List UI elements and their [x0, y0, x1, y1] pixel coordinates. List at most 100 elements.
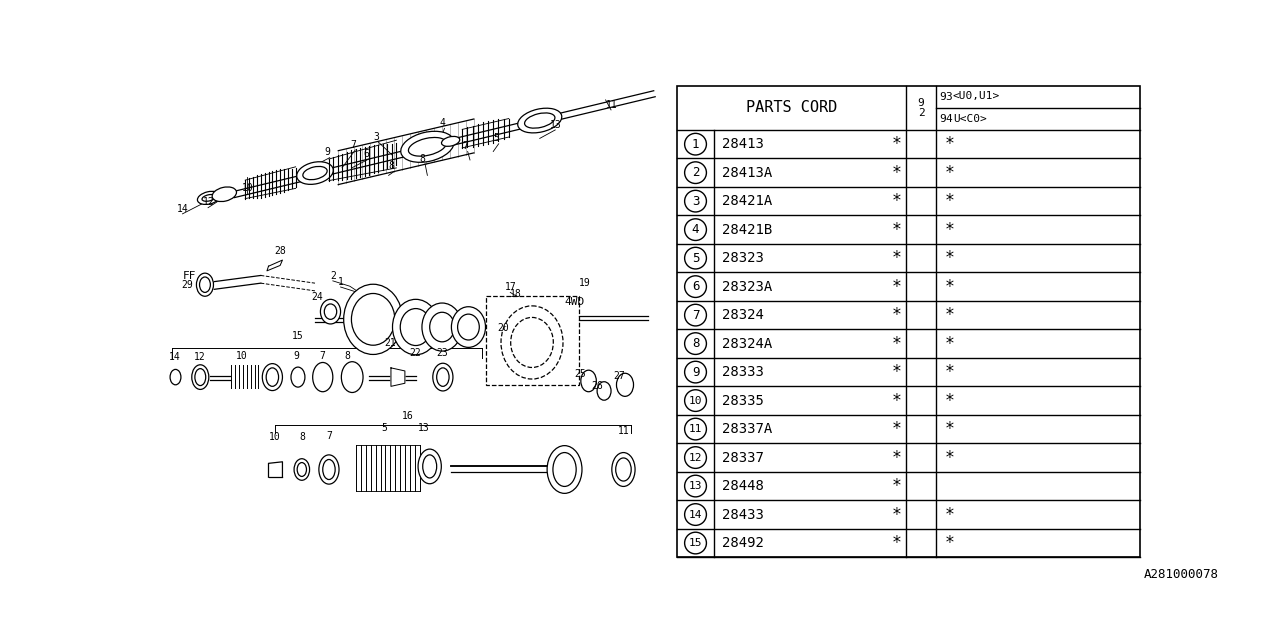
Ellipse shape [433, 364, 453, 391]
Text: 21: 21 [385, 339, 397, 348]
Text: *: * [892, 164, 902, 182]
Text: 23: 23 [436, 348, 448, 358]
Circle shape [685, 504, 707, 525]
Text: 14: 14 [689, 509, 703, 520]
Text: 28492: 28492 [722, 536, 764, 550]
Text: 9: 9 [938, 92, 946, 102]
Ellipse shape [291, 367, 305, 387]
Text: 28433: 28433 [722, 508, 764, 522]
Text: A281000078: A281000078 [1143, 568, 1219, 581]
Ellipse shape [266, 368, 279, 387]
Text: *: * [892, 135, 902, 153]
Circle shape [685, 190, 707, 212]
Text: 14: 14 [169, 352, 180, 362]
Text: 12: 12 [689, 452, 703, 463]
Ellipse shape [196, 273, 214, 296]
Ellipse shape [525, 113, 556, 128]
Ellipse shape [393, 300, 439, 355]
Text: 1: 1 [691, 138, 699, 150]
Circle shape [685, 390, 707, 412]
Text: 8: 8 [389, 161, 394, 171]
Text: 7: 7 [349, 140, 356, 150]
Text: *: * [945, 135, 955, 153]
Text: *: * [945, 363, 955, 381]
Text: *: * [945, 534, 955, 552]
Ellipse shape [323, 460, 335, 479]
Text: 27: 27 [613, 371, 625, 381]
Text: 2: 2 [691, 166, 699, 179]
Text: PARTS CORD: PARTS CORD [746, 100, 837, 115]
Text: *: * [892, 449, 902, 467]
Ellipse shape [616, 458, 631, 481]
Circle shape [685, 419, 707, 440]
Ellipse shape [195, 369, 206, 385]
Ellipse shape [170, 369, 180, 385]
Text: 28324A: 28324A [722, 337, 772, 351]
Ellipse shape [297, 162, 333, 184]
Text: *: * [945, 335, 955, 353]
Text: 17: 17 [504, 282, 517, 292]
Text: 13: 13 [550, 120, 562, 130]
Ellipse shape [312, 362, 333, 392]
Text: *: * [945, 449, 955, 467]
Text: 12: 12 [202, 197, 214, 207]
Text: *: * [892, 506, 902, 524]
Text: *: * [892, 363, 902, 381]
Text: 9
2: 9 2 [918, 98, 924, 118]
Circle shape [685, 276, 707, 298]
Text: 28333: 28333 [722, 365, 764, 379]
Text: *: * [945, 420, 955, 438]
Text: *: * [892, 392, 902, 410]
Text: 7: 7 [319, 351, 325, 360]
Text: 29: 29 [182, 280, 193, 290]
Text: 6: 6 [691, 280, 699, 293]
Ellipse shape [419, 449, 442, 484]
Ellipse shape [430, 312, 454, 342]
Text: 13: 13 [689, 481, 703, 491]
Text: 8: 8 [691, 337, 699, 350]
Text: 28421B: 28421B [722, 223, 772, 237]
Text: *: * [945, 164, 955, 182]
Text: 5: 5 [691, 252, 699, 264]
Text: 28323: 28323 [722, 251, 764, 265]
Ellipse shape [457, 314, 479, 340]
Polygon shape [390, 368, 404, 387]
Text: *: * [892, 420, 902, 438]
Text: 19: 19 [579, 278, 590, 288]
Text: 4: 4 [691, 223, 699, 236]
Text: 10: 10 [242, 183, 253, 193]
Ellipse shape [436, 368, 449, 387]
Text: 9: 9 [324, 147, 330, 157]
Text: 16: 16 [402, 412, 413, 422]
Text: 3: 3 [945, 92, 952, 102]
Text: 28335: 28335 [722, 394, 764, 408]
Circle shape [685, 532, 707, 554]
Text: *: * [892, 192, 902, 210]
Text: FF: FF [183, 271, 197, 280]
Ellipse shape [511, 317, 553, 367]
Ellipse shape [202, 195, 215, 201]
Ellipse shape [197, 191, 220, 204]
Ellipse shape [352, 294, 394, 345]
Ellipse shape [192, 365, 209, 389]
Text: *: * [945, 278, 955, 296]
Text: 28323A: 28323A [722, 280, 772, 294]
Ellipse shape [422, 455, 436, 478]
Text: 28337A: 28337A [722, 422, 772, 436]
Text: U<C0>: U<C0> [952, 114, 987, 124]
Circle shape [685, 133, 707, 155]
Text: 7: 7 [462, 141, 468, 151]
Ellipse shape [422, 303, 462, 351]
Text: 25: 25 [575, 369, 586, 379]
Text: 10: 10 [269, 432, 280, 442]
Ellipse shape [617, 373, 634, 396]
Text: 7: 7 [326, 431, 332, 441]
Ellipse shape [442, 136, 460, 147]
Ellipse shape [212, 187, 237, 202]
Text: 15: 15 [689, 538, 703, 548]
Ellipse shape [408, 138, 447, 156]
Text: 11: 11 [605, 100, 617, 109]
Text: 4: 4 [439, 118, 445, 128]
Text: *: * [945, 392, 955, 410]
Circle shape [685, 361, 707, 383]
